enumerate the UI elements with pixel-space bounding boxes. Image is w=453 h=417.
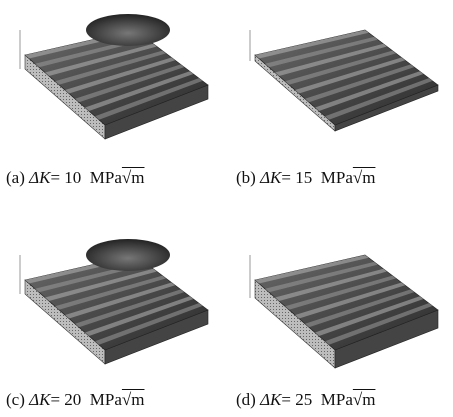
unit: MPa: [90, 168, 122, 187]
root: √m: [353, 168, 376, 187]
caption: (c) ΔK= 20 MPa√m: [6, 390, 144, 410]
variable: ΔK: [29, 390, 50, 409]
surface-peak: [86, 239, 170, 271]
label: (a): [6, 168, 25, 187]
unit: MPa: [321, 390, 353, 409]
label: (d): [236, 390, 256, 409]
caption: (b) ΔK= 15 MPa√m: [236, 168, 375, 188]
root: √m: [122, 390, 145, 409]
value: = 15: [281, 168, 312, 187]
root: √m: [122, 168, 145, 187]
caption: (a) ΔK= 10 MPa√m: [6, 168, 144, 188]
caption: (d) ΔK= 25 MPa√m: [236, 390, 375, 410]
value: = 20: [50, 390, 81, 409]
surface-peak: [86, 14, 170, 46]
variable: ΔK: [260, 390, 281, 409]
value: = 10: [50, 168, 81, 187]
value: = 25: [281, 390, 312, 409]
unit: MPa: [90, 390, 122, 409]
unit: MPa: [321, 168, 353, 187]
label: (b): [236, 168, 256, 187]
surface-images: [0, 0, 453, 417]
label: (c): [6, 390, 25, 409]
variable: ΔK: [29, 168, 50, 187]
variable: ΔK: [260, 168, 281, 187]
root: √m: [353, 390, 376, 409]
figure: (a) ΔK= 10 MPa√m (b) ΔK= 15 MPa√m (c) ΔK…: [0, 0, 453, 417]
